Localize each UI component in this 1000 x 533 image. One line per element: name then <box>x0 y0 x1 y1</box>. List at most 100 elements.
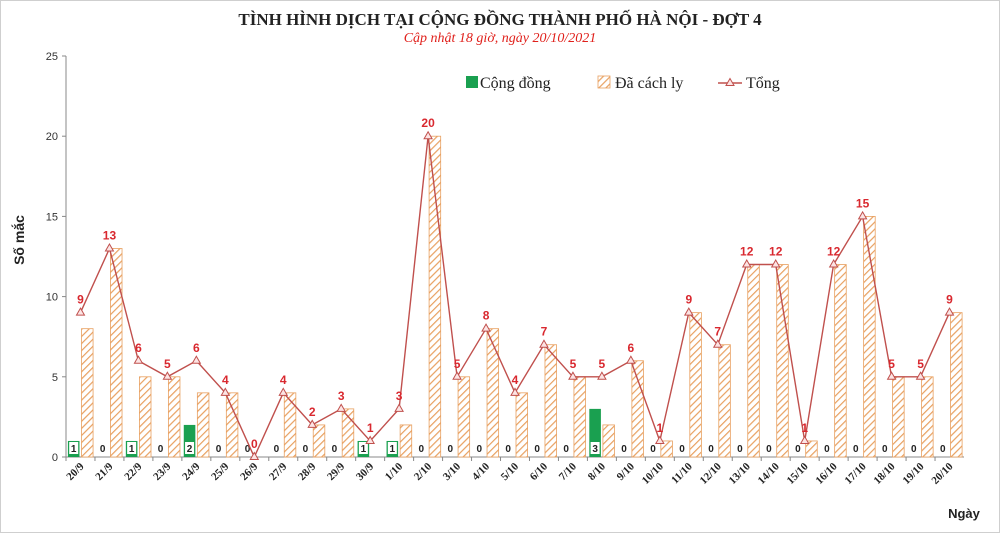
y-tick-label: 0 <box>52 452 58 464</box>
bar-community-label: 0 <box>824 444 830 455</box>
x-tick-label: 17/10 <box>843 460 870 487</box>
x-tick-label: 20/10 <box>929 460 956 487</box>
data-label-total: 1 <box>656 421 663 435</box>
bar-isolated <box>544 344 557 458</box>
bar-isolated <box>312 424 326 458</box>
point-total <box>278 387 289 396</box>
bar-community-label-bg <box>880 442 890 454</box>
x-tick-label: 13/10 <box>727 460 754 487</box>
point-total <box>481 323 491 332</box>
x-tick-label: 26/9 <box>238 460 261 483</box>
x-tick-label: 14/10 <box>756 460 783 487</box>
data-label-total: 9 <box>77 293 84 307</box>
bar-community-label: 0 <box>911 444 917 455</box>
bar-community-label-bg <box>793 442 803 454</box>
bar-community-label-bg <box>474 442 484 454</box>
data-label-total: 4 <box>280 373 287 387</box>
x-tick-label: 20/9 <box>64 460 87 483</box>
bar-community-label: 0 <box>419 444 425 455</box>
x-tick-label: 18/10 <box>871 460 898 487</box>
bar-community-label: 0 <box>650 444 656 455</box>
bar-community-label: 2 <box>187 444 193 455</box>
bar-community-label-bg <box>764 442 774 454</box>
bar-community-label: 0 <box>940 444 946 455</box>
bar-community-label: 0 <box>274 444 280 455</box>
bar-community-label-bg <box>909 442 919 454</box>
point-total <box>944 307 955 316</box>
bar-community-label-bg <box>242 442 252 454</box>
point-total <box>249 451 260 460</box>
bar-isolated <box>81 328 94 458</box>
point-total <box>336 403 347 412</box>
x-tick-label: 22/9 <box>122 460 145 483</box>
x-tick-label: 6/10 <box>528 460 551 483</box>
data-label-total: 7 <box>541 325 548 339</box>
bar-community <box>183 424 196 457</box>
y-tick-label: 15 <box>46 211 58 223</box>
x-tick-label: 23/9 <box>151 460 174 483</box>
legend-label-total: Tổng <box>746 75 780 92</box>
data-label-total: 8 <box>483 309 490 323</box>
bar-community-label-bg <box>851 442 861 454</box>
y-tick-label: 5 <box>52 372 58 384</box>
bar-community-label: 0 <box>505 444 511 455</box>
bar-isolated <box>399 424 413 458</box>
chart-subtitle: Cập nhật 18 giờ, ngày 20/10/2021 <box>403 31 597 46</box>
bar-community-label: 0 <box>621 444 627 455</box>
x-tick-label: 15/10 <box>785 460 812 487</box>
bar-community-label: 0 <box>534 444 540 455</box>
bar-isolated <box>139 376 152 458</box>
point-total <box>654 435 665 444</box>
data-label-total: 5 <box>599 357 606 371</box>
bar-isolated <box>428 135 442 458</box>
data-label-total: 15 <box>856 196 870 210</box>
data-label-total: 4 <box>512 373 519 387</box>
data-label-total: 13 <box>103 228 117 242</box>
bar-community-label-bg <box>735 442 745 454</box>
bar-community-label: 0 <box>853 444 859 455</box>
bar-isolated <box>196 392 210 458</box>
point-total <box>712 339 723 348</box>
x-tick-label: 10/10 <box>640 460 667 487</box>
x-tick-label: 30/9 <box>354 460 377 483</box>
x-tick-label: 8/10 <box>586 460 609 483</box>
data-label-total: 5 <box>570 357 577 371</box>
bar-community-label-bg <box>938 442 948 454</box>
data-label-total: 4 <box>222 373 229 387</box>
bar-community-label: 0 <box>708 444 714 455</box>
bar-isolated <box>341 408 355 458</box>
y-axis-label: Số mắc <box>10 215 27 265</box>
x-tick-label: 4/10 <box>470 460 493 483</box>
data-label-total: 5 <box>164 357 171 371</box>
bar-community <box>589 408 601 457</box>
bar-community-label: 0 <box>476 444 482 455</box>
data-label-total: 1 <box>367 421 374 435</box>
bar-isolated <box>747 264 760 458</box>
bar-community-label-bg <box>706 442 716 454</box>
point-total <box>683 307 694 316</box>
bar-community-label: 1 <box>129 444 135 455</box>
data-label-total: 7 <box>714 325 721 339</box>
bar-community-label-bg <box>300 442 310 454</box>
point-total <box>394 403 404 412</box>
bar-isolated <box>631 360 644 458</box>
bar-community-label-bg <box>590 442 600 454</box>
bar-community-label: 3 <box>592 444 598 455</box>
point-total <box>162 371 173 380</box>
point-total <box>220 387 231 396</box>
data-label-total: 9 <box>685 293 692 307</box>
x-tick-label: 25/9 <box>209 460 232 483</box>
bar-community-label-bg <box>358 442 368 454</box>
y-tick-label: 10 <box>46 292 58 304</box>
data-label-total: 6 <box>193 341 200 355</box>
bar-community-label-bg <box>619 442 629 454</box>
x-tick-label: 24/9 <box>180 460 203 483</box>
bar-community-label-bg <box>329 442 339 454</box>
bar-community-label-bg <box>156 442 166 454</box>
point-total <box>828 259 839 268</box>
point-total <box>770 259 781 268</box>
data-label-total: 0 <box>251 437 258 451</box>
point-total <box>75 307 86 316</box>
data-label-total: 2 <box>309 405 316 419</box>
